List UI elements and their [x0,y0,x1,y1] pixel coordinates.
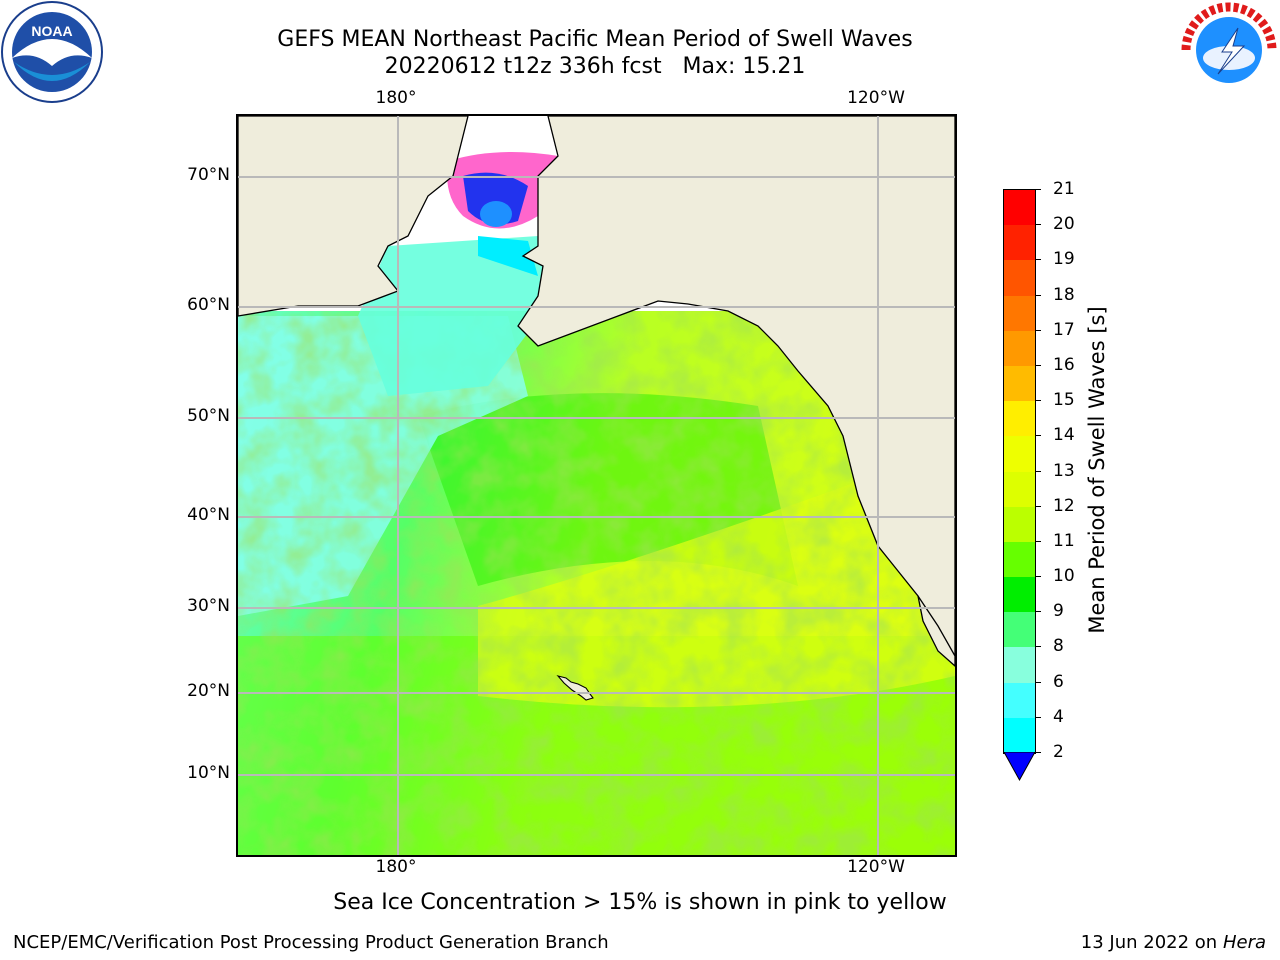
lon-label-bottom-120w: 120°W [847,857,905,877]
colorbar-tick-label: 13 [1053,460,1075,481]
colorbar-segment [1004,471,1035,507]
colorbar-tick-label: 6 [1053,671,1064,692]
colorbar-segment [1004,295,1035,331]
bering-strait-region [478,236,538,276]
colorbar-segment [1004,577,1035,613]
lat-label-60n: 60°N [187,295,230,315]
lat-label-30n: 30°N [187,596,230,616]
colorbar-tick-mark [1035,329,1041,331]
svg-text:NOAA: NOAA [31,23,72,39]
colorbar-extend-arrow [1003,752,1036,782]
colorbar-segment [1004,225,1035,261]
credit-host: Hera [1222,932,1266,953]
colorbar-tick-label: 19 [1053,249,1075,270]
colorbar-tick-label: 2 [1053,742,1064,762]
colorbar-tick-mark [1035,716,1041,718]
arctic-sea-core [480,201,512,227]
credit-date: 13 Jun 2022 on Hera [1081,932,1266,953]
nws-logo [1178,0,1280,100]
lon-label-top-180: 180° [375,88,417,108]
colorbar-tick-label: 9 [1053,601,1064,622]
colorbar-segment [1004,260,1035,296]
bering-sea-region [358,236,548,396]
lat-label-40n: 40°N [187,505,230,525]
colorbar-tick-mark [1035,435,1041,437]
colorbar-tick-mark [1035,470,1041,472]
land-baja-california [917,595,955,667]
colorbar-tick-mark [1035,505,1041,507]
colorbar-tick-label: 4 [1053,706,1064,727]
colorbar-segment [1004,190,1035,226]
lat-label-70n: 70°N [187,165,230,185]
title-line-1: GEFS MEAN Northeast Pacific Mean Period … [277,27,913,52]
colorbar-tick-label: 12 [1053,495,1075,516]
colorbar-tick-mark [1035,646,1041,648]
colorbar-tick-mark [1035,540,1041,542]
colorbar-segment [1004,436,1035,472]
colorbar-tick-label: 8 [1053,636,1064,657]
colorbar-segment [1004,541,1035,578]
colorbar-tick-mark [1035,752,1041,753]
map-panel [236,114,957,857]
noaa-logo: NOAA [0,0,104,104]
lon-label-top-120w: 120°W [847,88,905,108]
colorbar [1003,189,1036,754]
colorbar-segment [1004,612,1035,648]
colorbar-tick-mark [1035,364,1041,366]
lat-label-10n: 10°N [187,763,230,783]
colorbar-tick-label: 17 [1053,319,1075,340]
swell-period-map [238,116,955,855]
colorbar-segment [1004,506,1035,542]
colorbar-tick-label: 21 [1053,179,1075,199]
colorbar-tick-label: 10 [1053,566,1075,587]
colorbar-tick-mark [1035,259,1041,261]
colorbar-tick-label: 18 [1053,284,1075,305]
colorbar-segments [1004,190,1035,753]
colorbar-tick-label: 14 [1053,425,1075,446]
colorbar-label: Mean Period of Swell Waves [s] [1085,306,1109,634]
colorbar-tick-mark [1035,294,1041,296]
title-line-2: 20220612 t12z 336h fcst Max: 15.21 [384,54,806,79]
sea-ice-note: Sea Ice Concentration > 15% is shown in … [333,890,947,915]
colorbar-tick-label: 16 [1053,354,1075,375]
colorbar-tick-mark [1035,224,1041,226]
colorbar-tick-mark [1035,189,1041,190]
colorbar-segment [1004,330,1035,366]
colorbar-tick-label: 15 [1053,390,1075,411]
colorbar-tick-label: 11 [1053,530,1075,551]
arctic-sea-region [463,172,528,225]
colorbar-tick-mark [1035,400,1041,402]
colorbar-segment [1004,647,1035,683]
colorbar-tick-mark [1035,576,1041,578]
graticule [238,116,955,855]
colorbar-segment [1004,401,1035,437]
colorbar-tick-label: 20 [1053,214,1075,235]
credit-branch: NCEP/EMC/Verification Post Processing Pr… [13,932,609,953]
colorbar-segment [1004,682,1035,718]
colorbar-segment [1004,365,1035,402]
colorbar-segment [1004,717,1035,753]
colorbar-tick-mark [1035,681,1041,683]
credit-date-text: 13 Jun 2022 on [1080,932,1218,953]
lat-label-50n: 50°N [187,406,230,426]
lon-label-bottom-180: 180° [375,857,417,877]
colorbar-tick-mark [1035,611,1041,613]
lat-label-20n: 20°N [187,681,230,701]
